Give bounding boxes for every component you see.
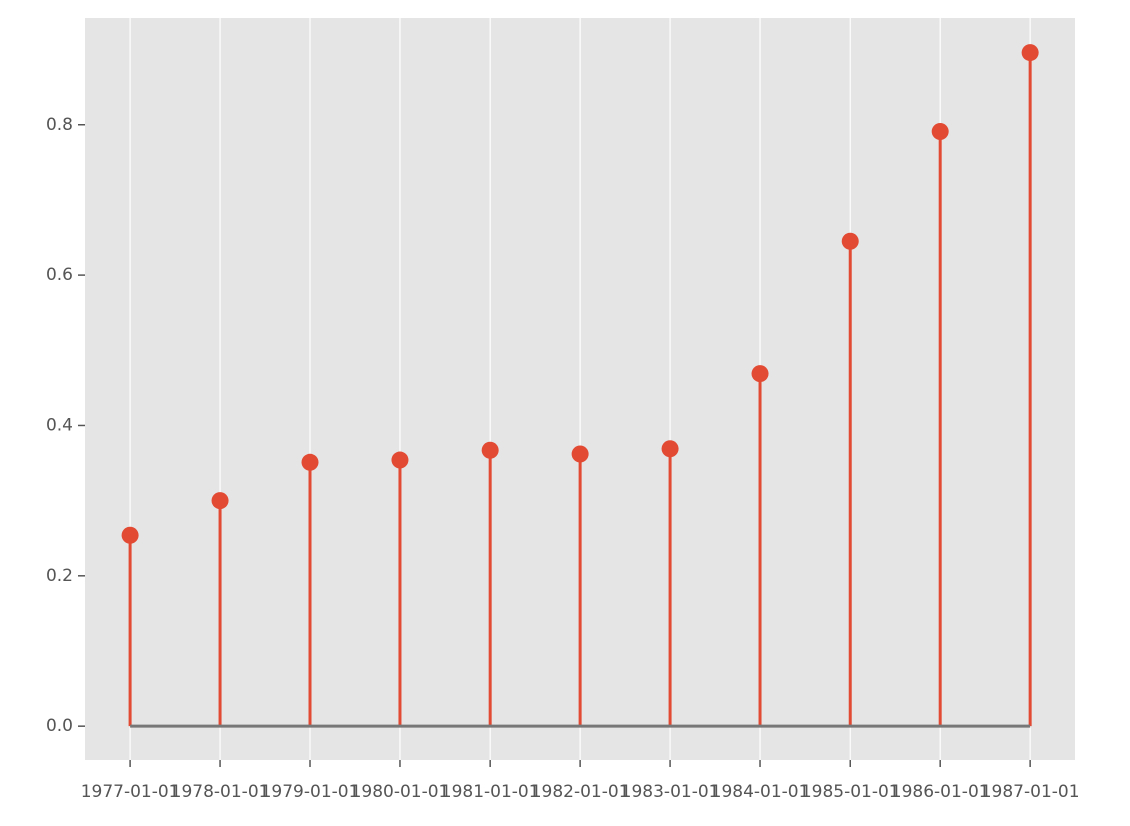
stem-marker [931, 123, 949, 141]
y-tick-label: 0.0 [46, 716, 73, 736]
stem-marker [301, 453, 319, 471]
x-tick-label: 1985-01-01 [801, 782, 900, 802]
y-tick-label: 0.2 [46, 566, 73, 586]
stem-marker [481, 441, 499, 459]
stem-marker [1021, 44, 1039, 62]
stem-marker [841, 232, 859, 250]
stem-marker [391, 451, 409, 469]
x-tick-label: 1981-01-01 [441, 782, 540, 802]
stem-marker [121, 526, 139, 544]
x-tick-label: 1986-01-01 [891, 782, 990, 802]
x-tick-label: 1984-01-01 [711, 782, 810, 802]
stem-marker [751, 365, 769, 383]
x-tick-label: 1979-01-01 [261, 782, 360, 802]
x-tick-label: 1977-01-01 [81, 782, 180, 802]
x-tick-label: 1978-01-01 [171, 782, 270, 802]
x-tick-label: 1987-01-01 [981, 782, 1080, 802]
stem-marker [571, 445, 589, 463]
x-tick-label: 1982-01-01 [531, 782, 630, 802]
x-tick-label: 1983-01-01 [621, 782, 720, 802]
stem-marker [211, 492, 229, 510]
y-tick-label: 0.4 [46, 415, 73, 435]
stem-marker [661, 440, 679, 458]
y-tick-label: 0.6 [46, 265, 73, 285]
x-tick-label: 1980-01-01 [351, 782, 450, 802]
y-tick-label: 0.8 [46, 115, 73, 135]
